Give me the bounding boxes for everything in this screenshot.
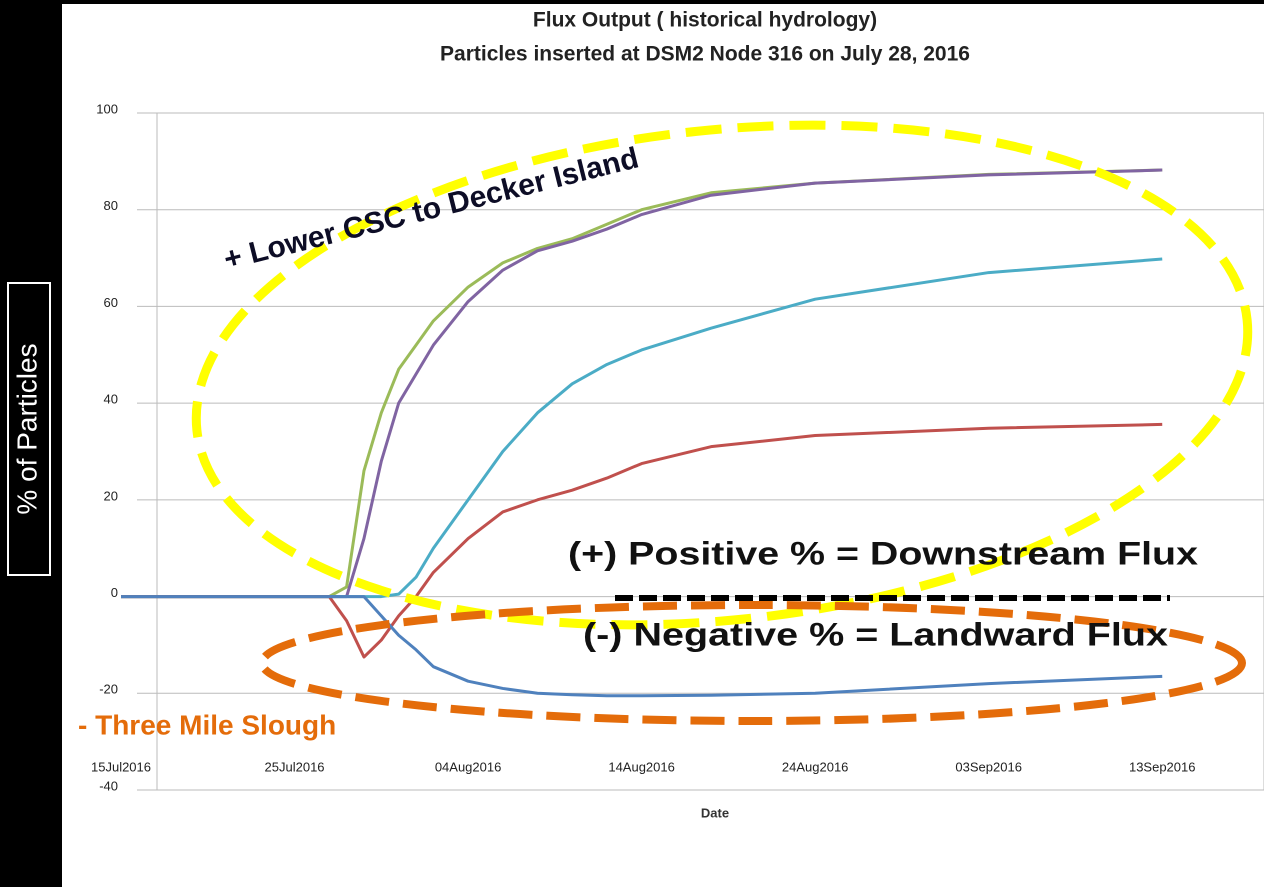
x-tick-label: 14Aug2016 [608, 759, 675, 774]
y-tick-label: -20 [99, 682, 118, 697]
lines [121, 168, 1163, 698]
series-line [121, 168, 1163, 599]
series-line [121, 595, 1163, 698]
annotation: (+) Positive % = Downstream Flux [568, 535, 1198, 571]
y-tick-label: -40 [99, 778, 118, 793]
x-tick-label: 13Sep2016 [1129, 759, 1196, 774]
highlight-ellipse [258, 601, 1246, 725]
y-tick-label: 80 [104, 198, 118, 213]
x-tick-label: 25Jul2016 [265, 759, 325, 774]
x-tick-label: 15Jul2016 [91, 759, 151, 774]
x-tick-label: 24Aug2016 [782, 759, 849, 774]
x-tick-label: 04Aug2016 [435, 759, 502, 774]
series-line [121, 168, 1163, 599]
x-tick-label: 03Sep2016 [955, 759, 1022, 774]
y-axis-label: % of Particles [11, 343, 42, 514]
y-tick-label: 100 [96, 101, 118, 116]
highlight-ellipse [191, 120, 1253, 630]
y-tick-label: 40 [104, 392, 118, 407]
x-axis-label: Date [701, 805, 729, 820]
y-tick-label: 0 [111, 585, 118, 600]
annotation: (-) Negative % = Landward Flux [583, 616, 1168, 652]
y-tick-label: 20 [104, 488, 118, 503]
chart-subtitle: Particles inserted at DSM2 Node 316 on J… [440, 43, 970, 66]
y-label-box [7, 282, 51, 576]
y-tick-label: 60 [104, 295, 118, 310]
chart-background [62, 4, 1264, 887]
annotation: - Three Mile Slough [78, 709, 336, 740]
series-line [121, 422, 1163, 659]
chart-title: Flux Output ( historical hydrology) [533, 9, 877, 32]
